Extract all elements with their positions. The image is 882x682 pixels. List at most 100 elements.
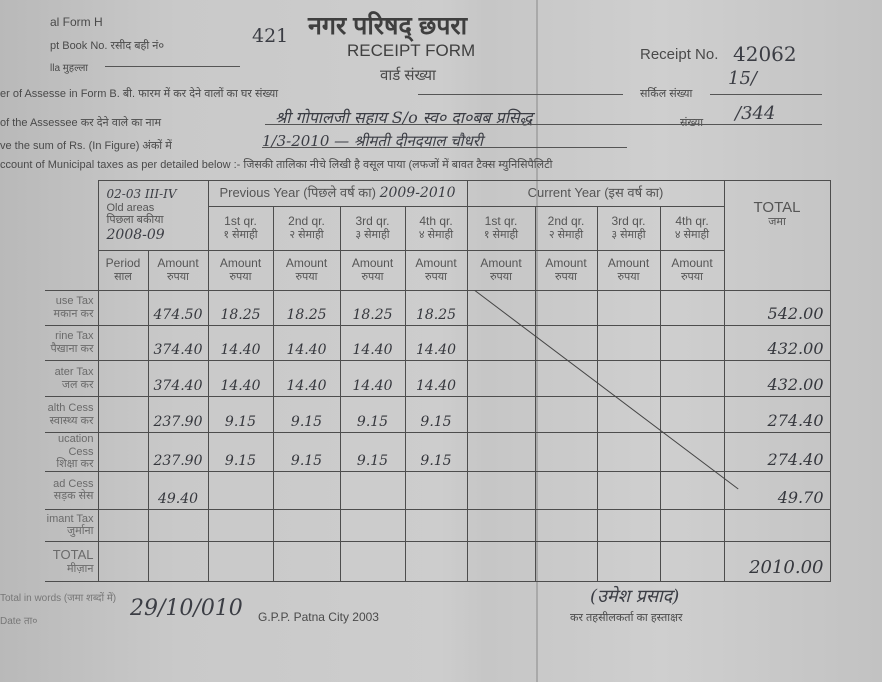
current-quarter-amount (596, 396, 661, 433)
book-number: 421 (252, 25, 289, 47)
current-year-header: Current Year (इस वर्ष का) (466, 180, 725, 207)
quarter-header: 3rd qr. ३ सेमाही (339, 206, 406, 251)
arrear-amount: 49.40 (147, 470, 209, 510)
circle-value: 15/ (728, 68, 757, 89)
tax-row: rine Tax पैखाना कर 374.40 14.40 14.40 14.40 14… (45, 325, 831, 361)
assessee-name: श्री गोपालजी सहाय S/o स्व० दा०बब प्रसिद्… (275, 108, 533, 127)
mohalla-label: lla मुहल्ला (50, 63, 88, 74)
book-label: pt Book No. रसीद बही नं० (50, 40, 165, 52)
current-quarter-amount (596, 325, 661, 361)
prev-quarter-amount: 14.40 (404, 360, 468, 397)
prev-quarter-amount: 18.25 (272, 290, 341, 326)
total-header: TOTAL जमा (723, 180, 831, 291)
amount-header: Amount रुपया (272, 250, 341, 291)
current-quarter-amount (534, 432, 598, 472)
tax-row: ucation Cess शिक्षा कर 237.90 9.15 9.15 9.15 9… (45, 432, 831, 472)
sum-value: 1/3-2010 — श्रीमती दीनदयाल चौधरी (262, 132, 483, 150)
prev-quarter-amount: 9.15 (272, 432, 341, 472)
arrear-amount: 237.90 (147, 432, 209, 472)
arrear-amount (147, 508, 209, 542)
prev-quarter-amount: 14.40 (339, 325, 406, 361)
current-quarter-amount (466, 396, 536, 433)
tax-table: 02-03 III-IV Old areas पिछला बकीया 2008-0… (45, 180, 831, 582)
printer-note: G.P.P. Patna City 2003 (258, 610, 379, 624)
amount-header: Amount रुपया (404, 250, 468, 291)
tax-row: use Tax मकान कर 474.50 18.25 18.25 18.25 18.25… (45, 290, 831, 326)
row-total: 274.40 (723, 396, 831, 433)
receipt-number: 42062 (733, 42, 797, 66)
prev-quarter-amount (207, 508, 274, 542)
words-label: Total in words (जमा शब्दों में) (0, 593, 117, 604)
prev-quarter-amount: 14.40 (207, 325, 274, 361)
arrear-amount: 374.40 (147, 360, 209, 397)
tax-label: ater Tax जल कर (45, 360, 99, 397)
period-header: Period साल (97, 250, 149, 291)
current-quarter-amount (534, 508, 598, 542)
current-quarter-amount (659, 290, 725, 326)
current-quarter-amount (466, 508, 536, 542)
tax-row: alth Cess स्वास्थ्य कर 237.90 9.15 9.15 9.15 9… (45, 396, 831, 433)
current-quarter-amount (596, 290, 661, 326)
grand-total: 2010.00 (723, 540, 831, 582)
current-quarter-amount (659, 396, 725, 433)
current-quarter-amount (596, 432, 661, 472)
form-label: al Form H (50, 15, 103, 29)
quarter-header: 2nd qr. २ सेमाही (272, 206, 341, 251)
current-quarter-amount (466, 290, 536, 326)
current-quarter-amount (466, 360, 536, 397)
row-total: 432.00 (723, 360, 831, 397)
collector-signature: (उमेश प्रसाद) (590, 586, 680, 607)
arrear-amount: 237.90 (147, 396, 209, 433)
prev-quarter-amount: 9.15 (207, 396, 274, 433)
tax-label: ad Cess सड़क सेस (45, 470, 99, 510)
date-value: 29/10/010 (130, 596, 243, 621)
ward-label: वार्ड संख्या (380, 67, 436, 84)
prev-quarter-amount (272, 508, 341, 542)
sum-label: ve the sum of Rs. (In Figure) अंकों में (0, 140, 172, 152)
row-total: 49.70 (723, 470, 831, 510)
prev-quarter-amount: 9.15 (207, 432, 274, 472)
old-areas-cell: 02-03 III-IV Old areas पिछला बकीया 2008-0… (97, 180, 209, 251)
amount-header: Amount रुपया (534, 250, 598, 291)
holding-value: /344 (735, 103, 776, 124)
prev-quarter-amount: 14.40 (272, 325, 341, 361)
prev-quarter-amount (404, 470, 468, 510)
amount-header: Amount रुपया (596, 250, 661, 291)
amount-header: Amount रुपया (339, 250, 406, 291)
current-quarter-amount (534, 470, 598, 510)
row-total: 542.00 (723, 290, 831, 326)
current-quarter-amount (534, 290, 598, 326)
prev-quarter-amount: 9.15 (404, 432, 468, 472)
prev-quarter-amount (339, 470, 406, 510)
account-label: ccount of Municipal taxes as per detaile… (0, 159, 553, 171)
quarter-header: 4th qr. ४ सेमाही (659, 206, 725, 251)
prev-quarter-amount: 9.15 (272, 396, 341, 433)
row-total: 274.40 (723, 432, 831, 472)
current-quarter-amount (534, 396, 598, 433)
prev-quarter-amount: 18.25 (404, 290, 468, 326)
prev-quarter-amount: 14.40 (339, 360, 406, 397)
amount-header: Amount रुपया (147, 250, 209, 291)
tax-label: rine Tax पैखाना कर (45, 325, 99, 361)
receipt-no-label: Receipt No. (640, 46, 719, 63)
amount-header: Amount रुपया (659, 250, 725, 291)
arrear-amount: 374.40 (147, 325, 209, 361)
circle-label: सर्किल संख्या (640, 88, 693, 100)
tax-row: imant Tax जुर्माना (45, 508, 831, 542)
quarter-header: 1st qr. १ सेमाही (466, 206, 536, 251)
prev-quarter-amount: 14.40 (207, 360, 274, 397)
prev-quarter-amount: 9.15 (339, 396, 406, 433)
quarter-header: 4th qr. ४ सेमाही (404, 206, 468, 251)
tax-row: ad Cess सड़क सेस 49.40 49.70 (45, 470, 831, 510)
amount-header: Amount रुपया (207, 250, 274, 291)
prev-quarter-amount (207, 470, 274, 510)
current-quarter-amount (596, 470, 661, 510)
row-total (723, 508, 831, 542)
receipt-form-title: RECEIPT FORM (347, 41, 476, 60)
prev-quarter-amount (404, 508, 468, 542)
current-quarter-amount (659, 470, 725, 510)
name-label: of the Assessee कर देने वाले का नाम (0, 117, 162, 129)
current-quarter-amount (659, 360, 725, 397)
arrear-amount: 474.50 (147, 290, 209, 326)
house-no-label: er of Assesse in Form B. बी. फारम में कर… (0, 88, 279, 100)
